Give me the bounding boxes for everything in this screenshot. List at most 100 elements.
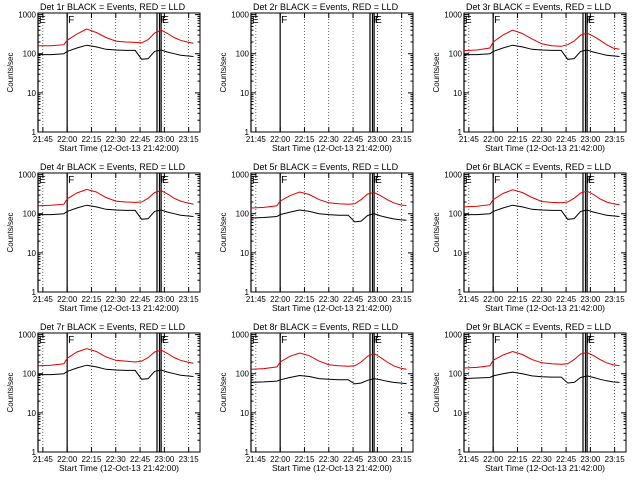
x-tick-label: 23:15 — [392, 295, 413, 304]
plot-frame — [37, 12, 201, 133]
plot-frame — [37, 332, 201, 453]
x-tick-label: 21:45 — [459, 455, 480, 464]
marker-label: E — [588, 175, 595, 186]
y-tick-label: 100 — [23, 370, 37, 379]
marker-label: F — [161, 15, 167, 26]
marker-label: F — [281, 15, 287, 26]
x-tick-label: 22:00 — [270, 455, 291, 464]
chart-panel-3: Det 3r BLACK = Events, RED = LLD 1 10 100 10… — [432, 2, 627, 153]
x-tick-label: 23:00 — [154, 295, 175, 304]
lld-series-line — [463, 29, 620, 52]
x-tick-label: 22:00 — [483, 295, 504, 304]
x-axis-label: Start Time (12-Oct-13 21:42:00) — [272, 463, 392, 473]
chart-panel-5: Det 5r BLACK = Events, RED = LLD 1 10 100 10… — [219, 162, 414, 313]
x-tick-label: 23:15 — [605, 455, 626, 464]
x-tick-label: 23:00 — [367, 135, 388, 144]
marker-label: F — [494, 335, 500, 346]
y-tick-label: 100 — [449, 50, 463, 59]
chart-title: Det 3r BLACK = Events, RED = LLD — [466, 2, 612, 12]
x-tick-label: 23:15 — [179, 135, 200, 144]
x-tick-label: 22:00 — [483, 455, 504, 464]
events-series-line — [250, 209, 407, 223]
marker-label: E — [252, 175, 259, 186]
y-tick-label: 10 — [453, 409, 462, 418]
x-tick-label: 22:30 — [106, 135, 127, 144]
lld-series-line — [463, 189, 620, 208]
lld-series-line — [463, 350, 620, 369]
y-tick-label: 1 — [458, 288, 463, 297]
x-tick-label: 23:15 — [605, 295, 626, 304]
marker-label: E — [162, 335, 169, 346]
x-tick-label: 23:00 — [367, 455, 388, 464]
x-tick-label: 21:45 — [246, 135, 267, 144]
y-tick-label: 1 — [245, 448, 250, 457]
marker-label: E — [375, 335, 382, 346]
x-axis-label: Start Time (12-Oct-13 21:42:00) — [272, 143, 392, 153]
events-series-line — [38, 364, 194, 380]
y-tick-label: 1 — [245, 128, 250, 137]
x-tick-label: 21:45 — [33, 135, 54, 144]
x-tick-label: 22:30 — [532, 295, 553, 304]
x-tick-label: 23:15 — [179, 295, 200, 304]
x-tick-label: 22:00 — [270, 135, 291, 144]
x-tick-label: 23:15 — [179, 455, 200, 464]
y-tick-label: 10 — [27, 409, 36, 418]
y-axis-label: Counts/sec — [6, 212, 15, 252]
x-tick-label: 21:45 — [246, 455, 267, 464]
marker-label: E — [588, 335, 595, 346]
x-axis-label: Start Time (12-Oct-13 21:42:00) — [485, 143, 605, 153]
y-tick-label: 1000 — [18, 11, 36, 20]
y-tick-label: 100 — [23, 210, 37, 219]
x-tick-label: 22:15 — [507, 455, 528, 464]
marker-label: F — [587, 175, 593, 186]
y-tick-label: 1000 — [18, 331, 36, 340]
y-tick-label: 1 — [32, 128, 37, 137]
x-tick-label: 22:45 — [130, 295, 151, 304]
x-tick-label: 22:45 — [343, 455, 364, 464]
marker-label: F — [161, 335, 167, 346]
x-tick-label: 22:30 — [106, 295, 127, 304]
marker-label: E — [375, 175, 382, 186]
x-tick-label: 22:15 — [507, 295, 528, 304]
y-tick-label: 10 — [240, 249, 249, 258]
x-tick-label: 22:00 — [57, 455, 78, 464]
plot-frame — [250, 12, 414, 133]
marker-label: E — [39, 335, 46, 346]
x-tick-label: 23:00 — [154, 135, 175, 144]
x-tick-label: 23:15 — [605, 135, 626, 144]
x-axis-label: Start Time (12-Oct-13 21:42:00) — [59, 463, 179, 473]
marker-label: F — [374, 335, 380, 346]
chart-title: Det 9r BLACK = Events, RED = LLD — [466, 322, 612, 332]
y-tick-label: 1000 — [444, 171, 462, 180]
y-tick-label: 10 — [453, 249, 462, 258]
marker-label: E — [465, 335, 472, 346]
x-tick-label: 21:45 — [33, 455, 54, 464]
y-tick-label: 100 — [236, 50, 250, 59]
x-tick-label: 22:30 — [319, 135, 340, 144]
y-tick-label: 10 — [27, 89, 36, 98]
y-axis-label: Counts/sec — [219, 212, 228, 252]
marker-label: F — [587, 335, 593, 346]
y-tick-label: 1000 — [231, 11, 249, 20]
y-axis-label: Counts/sec — [6, 372, 15, 412]
marker-label: E — [162, 15, 169, 26]
events-series-line — [38, 44, 194, 60]
events-series-line — [250, 374, 407, 385]
y-tick-label: 1 — [458, 448, 463, 457]
plot-frame — [463, 332, 627, 453]
x-tick-label: 22:45 — [556, 135, 577, 144]
x-tick-label: 22:15 — [81, 135, 102, 144]
y-tick-label: 100 — [236, 210, 250, 219]
marker-label: E — [39, 15, 46, 26]
x-tick-label: 23:15 — [392, 455, 413, 464]
x-tick-label: 22:30 — [319, 455, 340, 464]
x-tick-label: 22:45 — [130, 135, 151, 144]
chart-title: Det 5r BLACK = Events, RED = LLD — [253, 162, 399, 172]
y-tick-label: 10 — [240, 89, 249, 98]
marker-label: E — [465, 15, 472, 26]
chart-panel-4: Det 4r BLACK = Events, RED = LLD 1 10 100 10… — [6, 162, 201, 313]
chart-title: Det 2r BLACK = Events, RED = LLD — [253, 2, 399, 12]
events-series-line — [38, 204, 194, 220]
events-series-line — [463, 371, 620, 384]
